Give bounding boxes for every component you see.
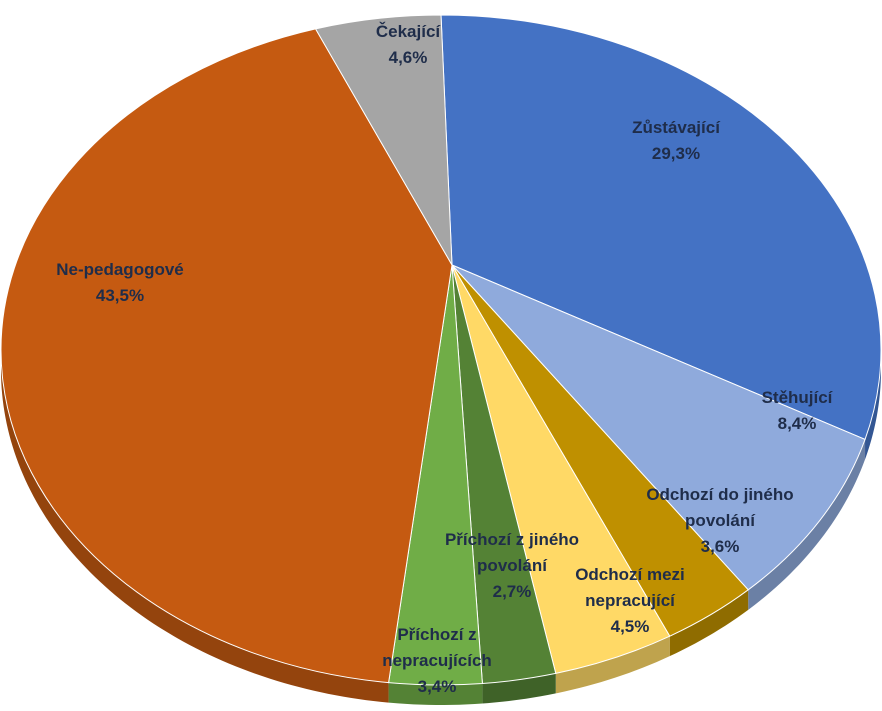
data-label: Příchozí z nepracujících 3,4% xyxy=(362,622,512,700)
category-label: Zůstávající xyxy=(632,118,720,137)
value-label: 4,5% xyxy=(610,617,650,636)
data-label: Čekající 4,6% xyxy=(348,19,468,71)
slice xyxy=(451,264,866,591)
slice xyxy=(314,14,453,266)
value-label: 2,7% xyxy=(492,582,532,601)
slice-side xyxy=(669,589,749,657)
data-label: Ne-pedagogové 43,5% xyxy=(20,257,220,309)
data-label: Odchozí do jiného povolání 3,6% xyxy=(620,482,820,560)
category-label: Čekající xyxy=(375,22,441,41)
category-label: Příchozí z jiného povolání xyxy=(444,530,580,575)
value-label: 4,6% xyxy=(388,48,428,67)
slice xyxy=(0,28,453,684)
category-label: Odchozí mezi nepracující xyxy=(575,565,685,610)
category-label: Příchozí z nepracujících xyxy=(382,625,492,670)
slice-side xyxy=(1,350,389,703)
data-label: Odchozí mezi nepracující 4,5% xyxy=(560,562,700,640)
data-label: Stěhující 8,4% xyxy=(737,385,857,437)
slice-side xyxy=(555,636,670,694)
category-label: Ne-pedagogové xyxy=(56,260,184,279)
value-label: 43,5% xyxy=(95,286,145,305)
value-label: 3,6% xyxy=(700,537,740,556)
slice xyxy=(440,14,882,441)
value-label: 3,4% xyxy=(417,677,457,696)
category-label: Odchozí do jiného povolání xyxy=(646,485,794,530)
slice-side xyxy=(748,439,866,610)
data-label: Zůstávající 29,3% xyxy=(576,115,776,167)
data-label: Příchozí z jiného povolání 2,7% xyxy=(422,527,602,605)
category-label: Stěhující xyxy=(761,388,833,407)
value-label: 29,3% xyxy=(651,144,701,163)
slice-side xyxy=(388,682,483,705)
slice-side xyxy=(482,673,556,704)
slice-side xyxy=(865,350,881,460)
value-label: 8,4% xyxy=(777,414,817,433)
